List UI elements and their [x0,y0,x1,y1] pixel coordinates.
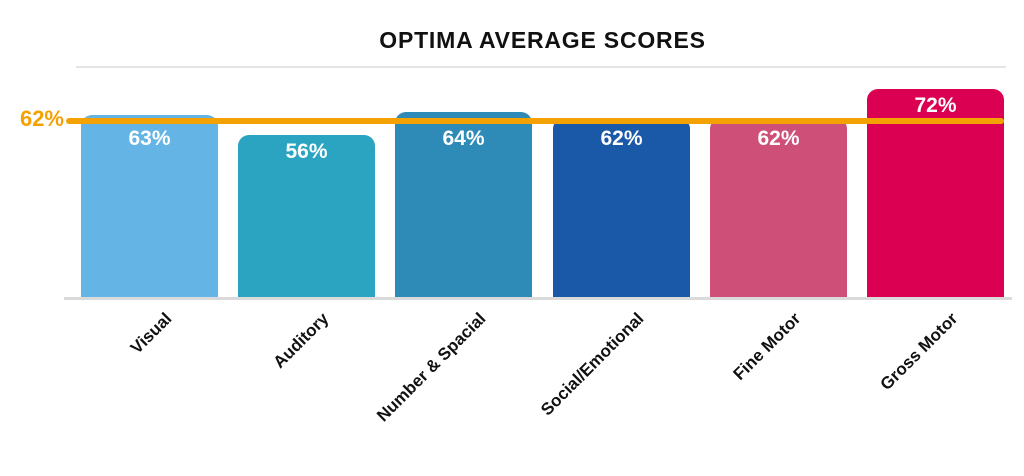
chart-title: OPTIMA AVERAGE SCORES [379,27,706,53]
x-axis-label-social-emotional: Social/Emotional [536,309,647,420]
x-axis-label-visual: Visual [126,309,175,358]
bar-value-label-number-spacial: 64% [442,127,485,150]
x-axis-label-fine-motor: Fine Motor [729,309,804,384]
gridline-80-percent [76,66,1006,68]
bar-social-emotional: 62% [553,118,690,297]
target-line [66,118,1004,124]
x-axis-baseline [64,297,1012,300]
x-axis-label-auditory: Auditory [269,309,332,372]
bar-auditory: 56% [238,135,375,297]
bar-value-label-auditory: 56% [285,140,328,163]
bar-value-label-visual: 63% [128,127,171,150]
bar-value-label-gross-motor: 72% [914,94,957,117]
x-axis-label-gross-motor: Gross Motor [876,309,961,394]
bar-visual: 63% [81,115,218,297]
x-axis-label-number-spacial: Number & Spacial [372,309,489,426]
bar-value-label-social-emotional: 62% [600,127,643,150]
target-value-label: 62% [19,106,64,131]
bar-fine-motor: 62% [710,118,847,297]
bar-number-spacial: 64% [395,112,532,297]
bar-value-label-fine-motor: 62% [757,127,800,150]
